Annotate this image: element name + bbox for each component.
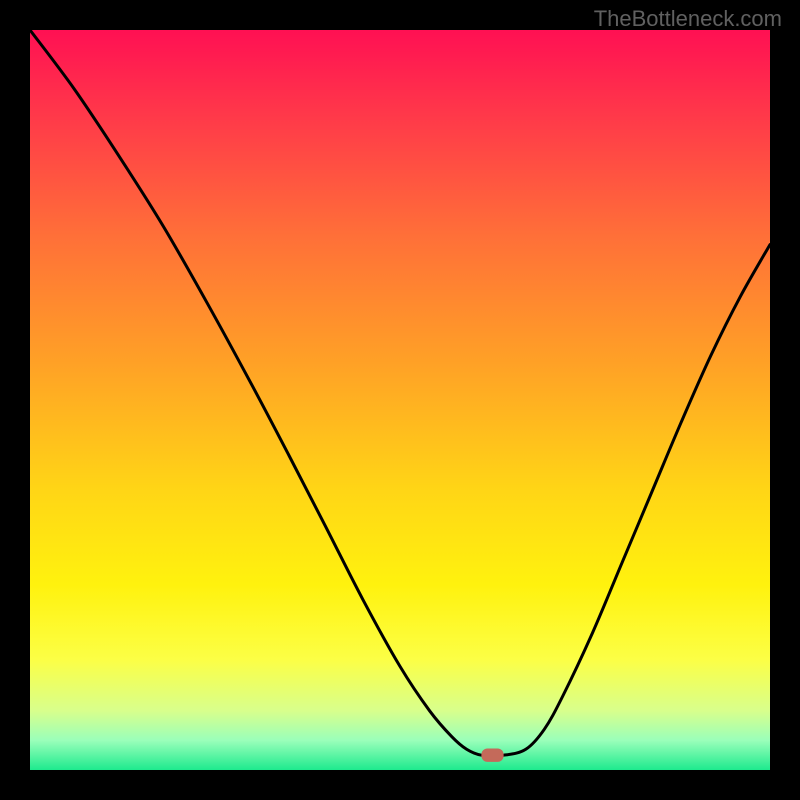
watermark-text: TheBottleneck.com <box>594 6 782 32</box>
bottleneck-curve <box>30 30 770 756</box>
chart-overlay <box>30 30 770 770</box>
min-marker <box>481 749 503 762</box>
plot-area <box>30 30 770 770</box>
